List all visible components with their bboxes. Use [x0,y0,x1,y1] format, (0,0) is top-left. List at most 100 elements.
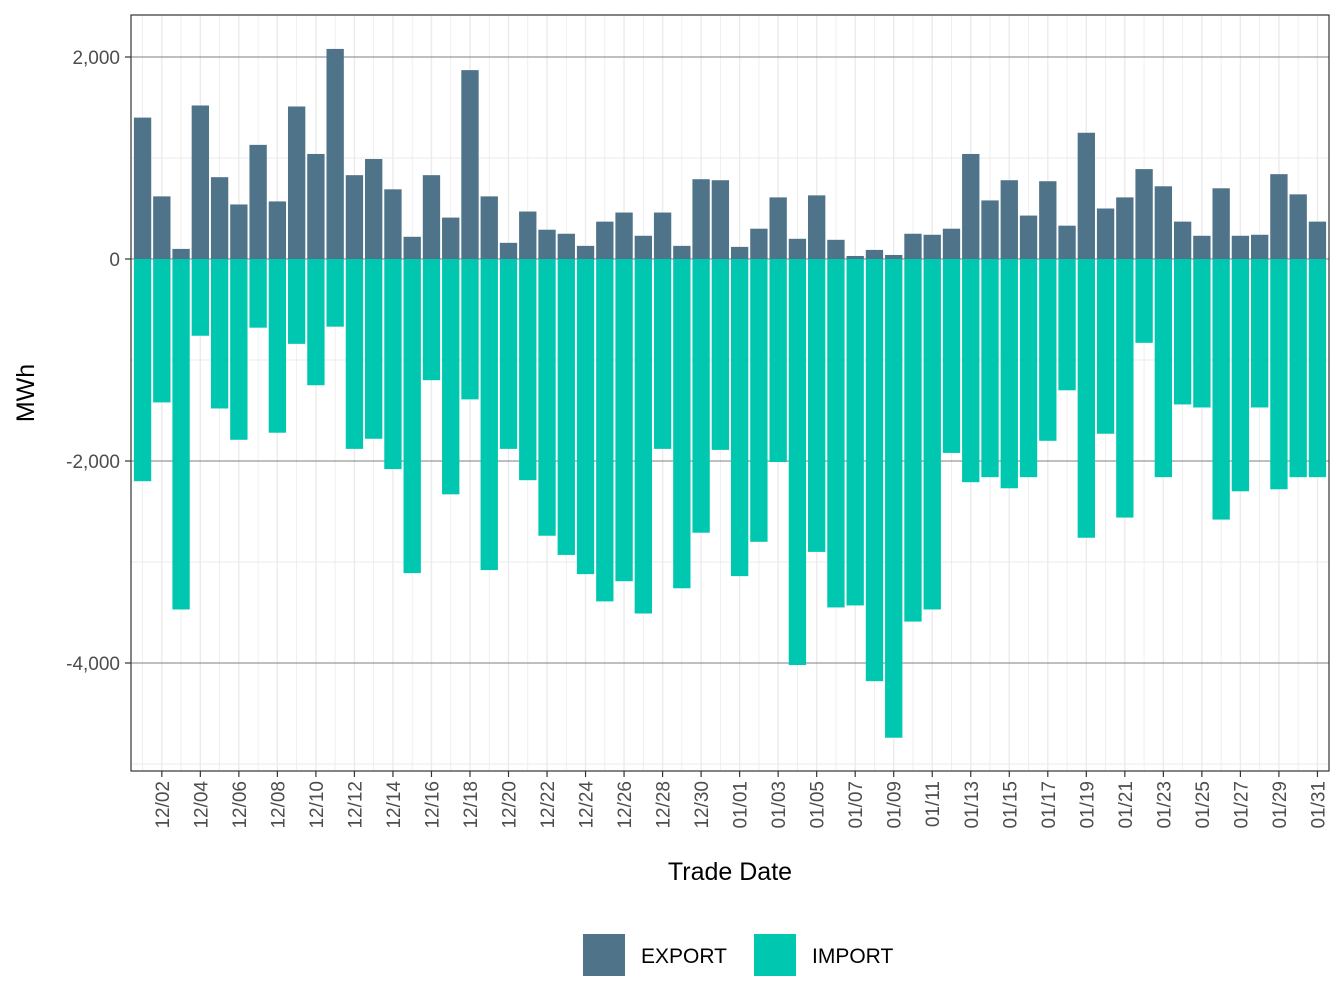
panel-border [130,14,1330,772]
x-tick-label: 01/13 [962,781,983,829]
import-bar-12-29 [673,259,691,589]
y-tick-label: 2,000 [72,48,120,69]
import-bar-01-08 [865,259,884,682]
export-bar-12-06 [230,204,248,259]
import-bar-01-16 [1019,259,1038,478]
x-tick-label: 12/22 [538,781,559,829]
import-bar-12-28 [653,259,672,449]
import-bar-12-11 [326,259,344,327]
import-bar-12-06 [230,259,248,440]
export-bar-12-25 [596,221,614,259]
import-bar-12-19 [480,259,498,571]
import-bar-12-22 [538,259,556,536]
x-tick-label: 01/09 [885,781,906,829]
x-tick-label: 12/04 [191,781,212,829]
export-bar-12-17 [442,217,460,259]
export-bar-01-04 [788,238,807,259]
export-bar-01-12 [942,228,961,259]
import-bar-12-23 [557,259,575,555]
x-tick-label: 01/05 [808,781,829,829]
export-bar-01-24 [1173,221,1192,259]
import-bar-12-18 [461,259,479,400]
export-bar-12-26 [615,212,633,259]
x-tick-label: 01/11 [923,781,944,827]
import-bar-12-16 [422,259,441,381]
export-bar-12-01 [133,117,152,259]
import-bar-01-23 [1154,259,1173,478]
import-bar-01-27 [1231,259,1250,492]
export-bar-12-31 [711,180,730,259]
import-bar-01-01 [730,259,749,577]
export-bar-01-15 [1000,180,1018,259]
legend-key-export [583,934,625,976]
export-bar-12-22 [538,229,556,259]
import-bar-12-14 [384,259,402,470]
import-bar-01-04 [788,259,807,666]
export-bar-01-01 [730,246,749,259]
x-tick-label: 12/06 [230,781,251,829]
export-bar-12-04 [191,105,210,259]
export-bar-01-08 [865,249,884,259]
import-bar-12-13 [365,259,383,439]
x-tick-label: 12/16 [422,781,443,829]
export-bar-01-18 [1058,225,1076,259]
import-bar-01-22 [1135,259,1153,343]
import-bar-12-21 [519,259,537,481]
x-tick-label: 01/19 [1077,781,1098,829]
import-bar-12-30 [692,259,710,533]
export-bar-12-10 [307,153,325,259]
import-bar-01-10 [904,259,922,622]
x-axis-title: Trade Date [668,858,792,886]
import-bar-12-31 [711,259,730,450]
x-tick-label: 01/31 [1308,781,1329,829]
series-import [133,259,1327,738]
export-bar-01-29 [1270,174,1288,259]
export-bar-01-26 [1212,188,1230,259]
x-tick-label: 01/07 [846,781,867,829]
export-bar-01-02 [750,228,768,259]
import-bar-01-12 [942,259,961,453]
export-bar-12-02 [153,196,171,259]
import-bar-12-09 [287,259,306,344]
export-bar-01-19 [1077,132,1095,259]
import-bar-01-17 [1039,259,1057,441]
export-bar-01-28 [1250,234,1269,259]
x-tick-label: 12/28 [654,781,675,829]
y-tick-label: -4,000 [66,654,120,675]
export-bar-12-29 [673,245,691,259]
import-bar-12-27 [634,259,652,614]
import-bar-12-17 [442,259,460,495]
import-bar-12-24 [576,259,595,575]
export-bar-12-09 [287,106,306,260]
x-tick-label: 01/17 [1039,781,1060,829]
x-tick-label: 01/01 [731,781,752,829]
export-bar-12-23 [557,233,575,259]
import-bar-01-18 [1058,259,1076,391]
export-bar-12-27 [634,235,652,259]
x-tick-label: 01/29 [1270,781,1291,829]
export-bar-01-03 [769,197,787,259]
export-bar-01-31 [1308,221,1327,259]
import-bar-12-03 [172,259,190,610]
import-bar-01-29 [1270,259,1288,490]
import-bar-01-20 [1096,259,1115,434]
export-bar-01-21 [1116,197,1134,259]
import-bar-01-03 [769,259,787,463]
export-bar-12-11 [326,48,344,259]
x-tick-label: 01/21 [1116,781,1137,829]
x-tick-label: 12/30 [692,781,713,829]
import-bar-01-11 [923,259,941,610]
export-bar-12-15 [403,236,421,259]
import-bar-12-05 [210,259,229,409]
import-bar-01-13 [962,259,980,483]
export-bar-12-16 [422,175,441,259]
x-tick-label: 12/08 [268,781,289,829]
x-tick-label: 12/10 [307,781,328,829]
x-tick-label: 12/12 [345,781,366,829]
import-bar-01-02 [750,259,768,542]
export-bar-12-03 [172,248,190,259]
export-bar-01-09 [885,254,903,259]
import-bar-01-05 [808,259,826,552]
export-bar-12-24 [576,245,595,259]
